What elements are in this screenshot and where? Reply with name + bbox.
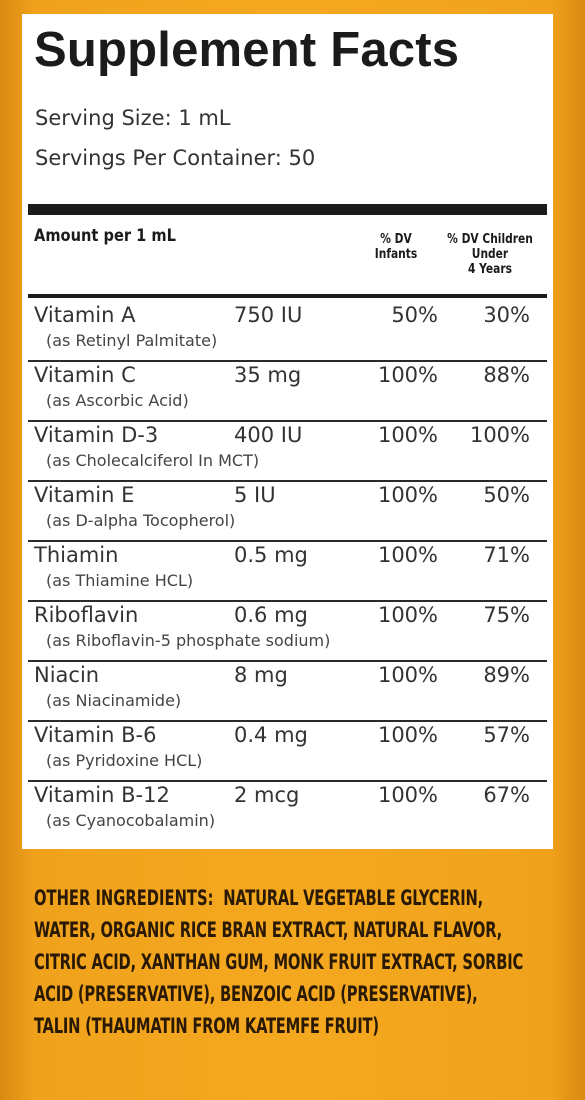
- panel-title: Supplement Facts: [34, 23, 460, 77]
- nutrient-name: Vitamin B-6: [34, 723, 157, 747]
- other-ingredients-line-3: CITRIC ACID, XANTHAN GUM, MONK FRUIT EXT…: [34, 950, 524, 974]
- nutrient-row-thiamin: Thiamin 0.5 mg 100% 71% (as Thiamine HCL…: [28, 540, 547, 602]
- thick-divider: [28, 204, 547, 215]
- nutrient-dv-infants: 100%: [377, 723, 438, 747]
- nutrient-row-riboflavin: Riboflavin 0.6 mg 100% 75% (as Riboflavi…: [28, 600, 547, 662]
- nutrient-dv-infants: 100%: [377, 543, 438, 567]
- dv-children-header-line: Under: [471, 247, 509, 262]
- nutrient-amount: 0.4 mg: [234, 723, 308, 747]
- nutrient-dv-children: 71%: [483, 543, 530, 567]
- nutrient-amount: 35 mg: [234, 363, 302, 387]
- serving-size: Serving Size: 1 mL: [35, 106, 231, 130]
- nutrient-source: (as Ascorbic Acid): [46, 391, 189, 410]
- nutrient-source: (as Pyridoxine HCL): [46, 751, 203, 770]
- nutrient-source: (as Cholecalciferol In MCT): [46, 451, 260, 470]
- nutrient-amount: 2 mcg: [234, 783, 300, 807]
- nutrient-name: Vitamin E: [34, 483, 135, 507]
- nutrient-name: Vitamin B-12: [34, 783, 170, 807]
- supplement-facts-panel: Supplement Facts Serving Size: 1 mL Serv…: [22, 14, 553, 849]
- nutrient-dv-infants: 100%: [377, 363, 438, 387]
- nutrient-dv-infants: 100%: [377, 663, 438, 687]
- nutrient-row-vitamin-b6: Vitamin B-6 0.4 mg 100% 57% (as Pyridoxi…: [28, 720, 547, 782]
- nutrient-amount: 0.6 mg: [234, 603, 308, 627]
- nutrient-name: Riboflavin: [34, 603, 139, 627]
- nutrient-amount: 400 IU: [234, 423, 303, 447]
- nutrient-amount: 750 IU: [234, 303, 303, 327]
- dv-infants-header: % DV Infants: [363, 232, 429, 262]
- nutrient-dv-children: 50%: [483, 483, 530, 507]
- nutrient-source: (as Riboflavin-5 phosphate sodium): [46, 631, 331, 650]
- nutrient-dv-children: 88%: [483, 363, 530, 387]
- nutrient-dv-children: 67%: [483, 783, 530, 807]
- other-ingredients-line-4: ACID (PRESERVATIVE), BENZOIC ACID (PRESE…: [34, 982, 478, 1006]
- nutrient-dv-children: 89%: [483, 663, 530, 687]
- nutrient-source: (as Niacinamide): [46, 691, 182, 710]
- nutrient-source: (as Retinyl Palmitate): [46, 331, 218, 350]
- nutrient-dv-infants: 50%: [391, 303, 438, 327]
- nutrient-name: Vitamin C: [34, 363, 136, 387]
- nutrient-dv-children: 57%: [483, 723, 530, 747]
- nutrient-source: (as Cyanocobalamin): [46, 811, 216, 830]
- nutrient-dv-children: 30%: [483, 303, 530, 327]
- other-ingredients-line-2: WATER, ORGANIC RICE BRAN EXTRACT, NATURA…: [34, 918, 503, 942]
- dv-children-header-line: 4 Years: [468, 262, 512, 277]
- other-ingredients-label: OTHER INGREDIENTS:: [34, 886, 214, 910]
- other-ingredients: OTHER INGREDIENTS: NATURAL VEGETABLE GLY…: [34, 882, 541, 1042]
- other-ingredients-line-5: TALIN (THAUMATIN FROM KATEMFE FRUIT): [34, 1014, 379, 1038]
- nutrient-dv-children: 75%: [483, 603, 530, 627]
- dv-infants-header-line: % DV: [380, 232, 412, 247]
- nutrient-dv-infants: 100%: [377, 603, 438, 627]
- nutrient-amount: 8 mg: [234, 663, 288, 687]
- nutrient-source: (as D-alpha Tocopherol): [46, 511, 236, 530]
- nutrient-name: Niacin: [34, 663, 100, 687]
- nutrient-name: Thiamin: [34, 543, 119, 567]
- dv-infants-header-line: Infants: [374, 247, 418, 262]
- dv-children-header: % DV Children Under 4 Years: [433, 232, 548, 277]
- nutrient-row-vitamin-d3: Vitamin D-3 400 IU 100% 100% (as Choleca…: [28, 420, 547, 482]
- nutrient-name: Vitamin A: [34, 303, 136, 327]
- nutrient-amount: 5 IU: [234, 483, 276, 507]
- nutrient-dv-infants: 100%: [377, 783, 438, 807]
- nutrient-row-vitamin-a: Vitamin A 750 IU 50% 30% (as Retinyl Pal…: [28, 300, 547, 362]
- dv-children-header-line: % DV Children: [447, 232, 533, 247]
- nutrient-row-vitamin-c: Vitamin C 35 mg 100% 88% (as Ascorbic Ac…: [28, 360, 547, 422]
- servings-per-container: Servings Per Container: 50: [35, 146, 316, 170]
- nutrient-amount: 0.5 mg: [234, 543, 308, 567]
- nutrient-dv-infants: 100%: [377, 423, 438, 447]
- nutrient-source: (as Thiamine HCL): [46, 571, 194, 590]
- other-ingredients-text: NATURAL VEGETABLE GLYCERIN,: [223, 886, 483, 910]
- header-divider: [28, 294, 547, 298]
- other-ingredients-line-1: OTHER INGREDIENTS: NATURAL VEGETABLE GLY…: [34, 882, 541, 914]
- nutrient-dv-infants: 100%: [377, 483, 438, 507]
- nutrient-row-vitamin-e: Vitamin E 5 IU 100% 50% (as D-alpha Toco…: [28, 480, 547, 542]
- nutrient-dv-children: 100%: [469, 423, 530, 447]
- nutrient-name: Vitamin D-3: [34, 423, 159, 447]
- amount-header: Amount per 1 mL: [34, 226, 176, 246]
- nutrient-row-niacin: Niacin 8 mg 100% 89% (as Niacinamide): [28, 660, 547, 722]
- nutrient-row-vitamin-b12: Vitamin B-12 2 mcg 100% 67% (as Cyanocob…: [28, 780, 547, 840]
